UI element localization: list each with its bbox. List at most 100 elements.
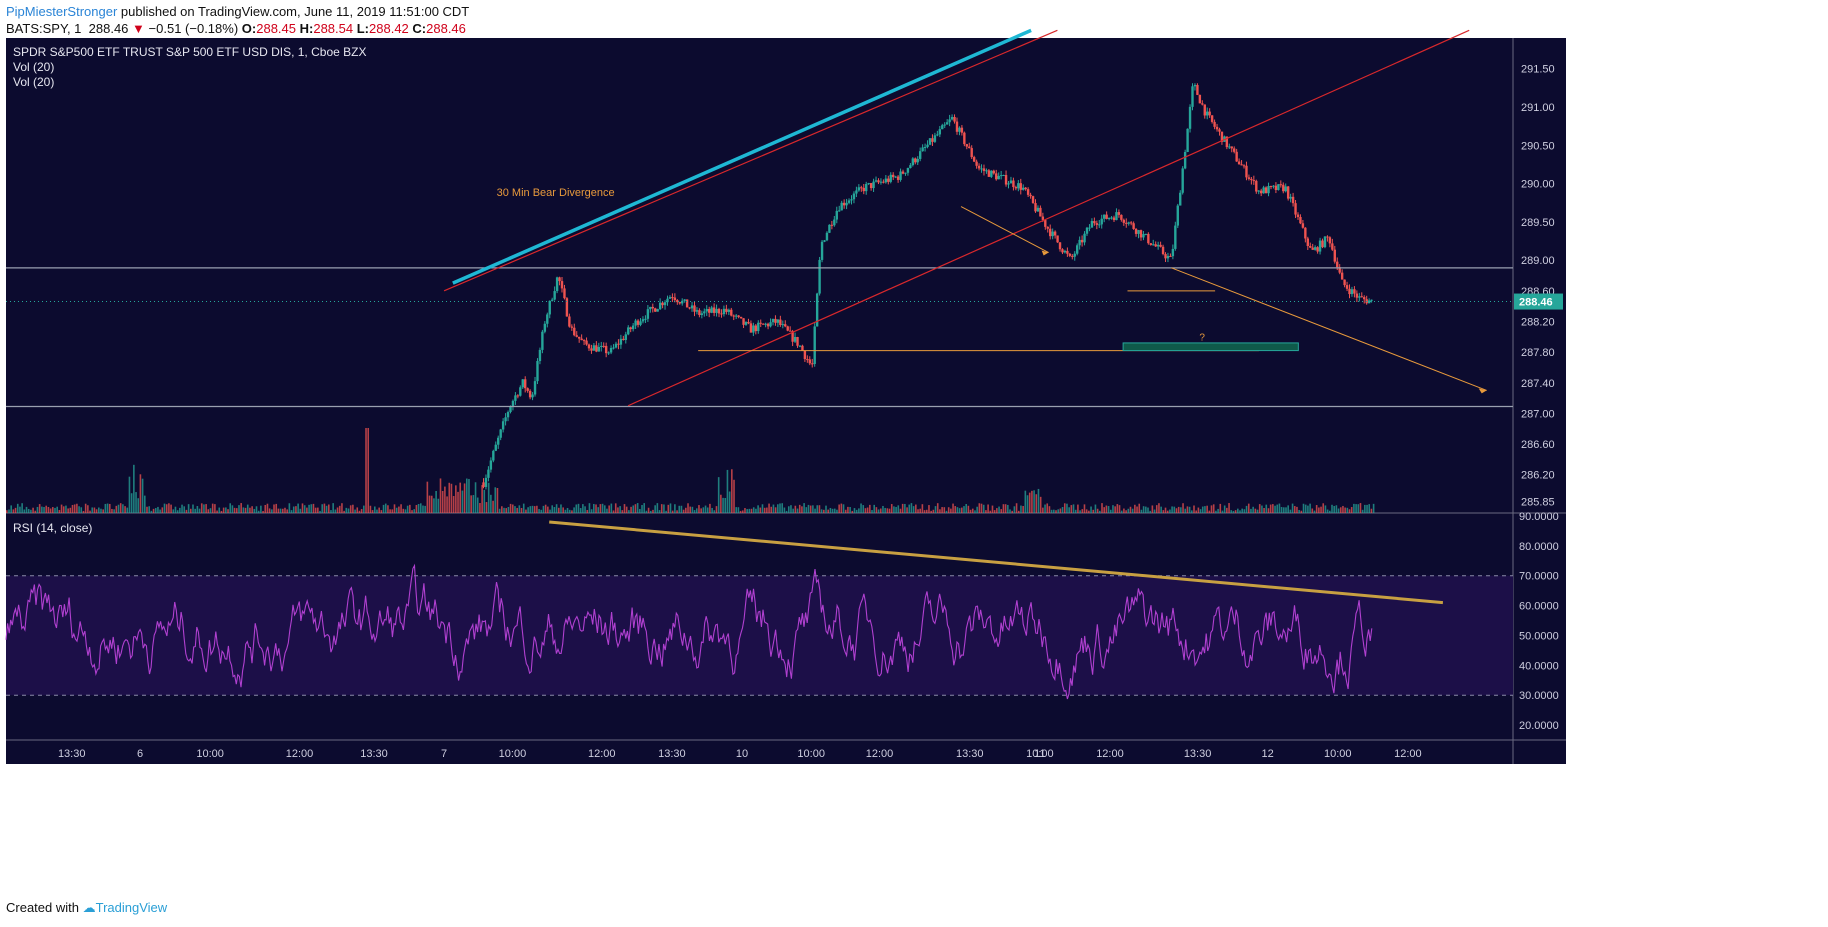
volume-bar [170,504,172,513]
tradingview-brand[interactable]: TradingView [95,900,168,915]
volume-bar [1239,510,1241,513]
candle-body [796,337,799,346]
volume-bar [371,510,374,513]
volume-bar [1151,505,1154,513]
volume-bar [847,506,849,513]
candle-body [487,469,490,478]
volume-bar [135,492,137,513]
volume-bar [1366,504,1368,513]
rsi-tick: 60.0000 [1519,601,1559,613]
volume-bar [606,508,608,513]
volume-bar [1175,508,1178,513]
open-value: 288.45 [256,21,296,36]
volume-bar [1155,505,1158,513]
candle-body [960,127,964,133]
volume-bar [890,504,893,513]
drawings[interactable] [6,28,1513,408]
channel-upper [443,29,1058,292]
volume-bar [816,505,819,513]
candle-body [1196,84,1199,95]
volume-bar [108,503,111,513]
candle-body [575,335,578,337]
volume-bar [349,505,352,513]
volume-bar [19,506,21,513]
volume-bar [755,508,757,513]
volume-bar [273,504,275,513]
volume-bar [1037,488,1040,513]
volume-bar [404,509,407,513]
volume-bar [1193,505,1195,513]
volume-bar [240,503,242,513]
candle-body [1233,148,1236,152]
volume-bar [321,504,324,513]
volume-bar [689,506,692,513]
candle-body [592,345,596,351]
volume-bar [1162,510,1165,513]
candle-body [803,350,807,360]
volume-bar [25,506,28,513]
volume-bar [233,507,236,513]
volume-bar [56,506,58,513]
volume-bar [354,509,356,513]
candle-body [943,124,946,126]
candle-body [678,302,681,304]
volume-bar [41,506,43,513]
volume-bar [893,506,895,513]
volume-bar [492,500,494,513]
volume-bar [665,510,667,513]
volume-bar [494,487,497,513]
volume-bar [1331,504,1333,513]
candle-body [850,199,853,201]
candle-body [1363,297,1366,300]
candle-body [813,326,816,364]
volume-bar [181,504,183,513]
volume-bar [1267,508,1270,513]
volume-bar [332,503,334,513]
candle-body [695,310,699,312]
volume-bar [192,504,194,513]
candle-body [747,322,750,324]
volume-bar [923,510,926,513]
volume-bar [801,506,803,513]
candle-body [749,323,753,333]
volume-bar [855,509,858,513]
published-text: published on TradingView.com, June 11, 2… [120,4,470,19]
volume-bar [1258,504,1261,513]
volume-bar [1335,505,1338,513]
candle-body [896,176,900,180]
candle-body [1056,235,1059,243]
volume-bar [649,510,652,513]
candle-body [506,412,510,418]
volume-bar [398,506,400,513]
volume-bar [1353,503,1355,513]
candle-body [1014,187,1018,189]
volume-bar [163,503,166,513]
candle-body [1044,219,1047,227]
volume-bar [882,505,884,513]
candle-body [663,302,667,306]
volume-bar [1186,506,1189,513]
volume-bar [455,485,457,513]
volume-bar [1169,509,1171,513]
volume-bar [78,506,80,513]
volume-bar [415,504,418,513]
candle-body [1345,285,1349,289]
candle-body [492,450,495,461]
candle-body [899,171,902,180]
volume-bar [119,503,122,513]
volume-bar [100,508,102,513]
candle-body [798,345,802,347]
volume-bar [1311,508,1314,513]
time-tick: 10:00 [499,748,527,760]
candle-body [1301,223,1305,228]
volume-bar [45,505,48,513]
volume-bar [139,474,142,513]
candle-body [1269,185,1273,187]
author-link[interactable]: PipMiesterStronger [6,4,118,19]
volume-bar [726,469,729,513]
candle-body [1350,289,1354,295]
volume-bar [196,506,199,513]
volume-bar [538,509,540,513]
volume-bar [1094,504,1097,513]
